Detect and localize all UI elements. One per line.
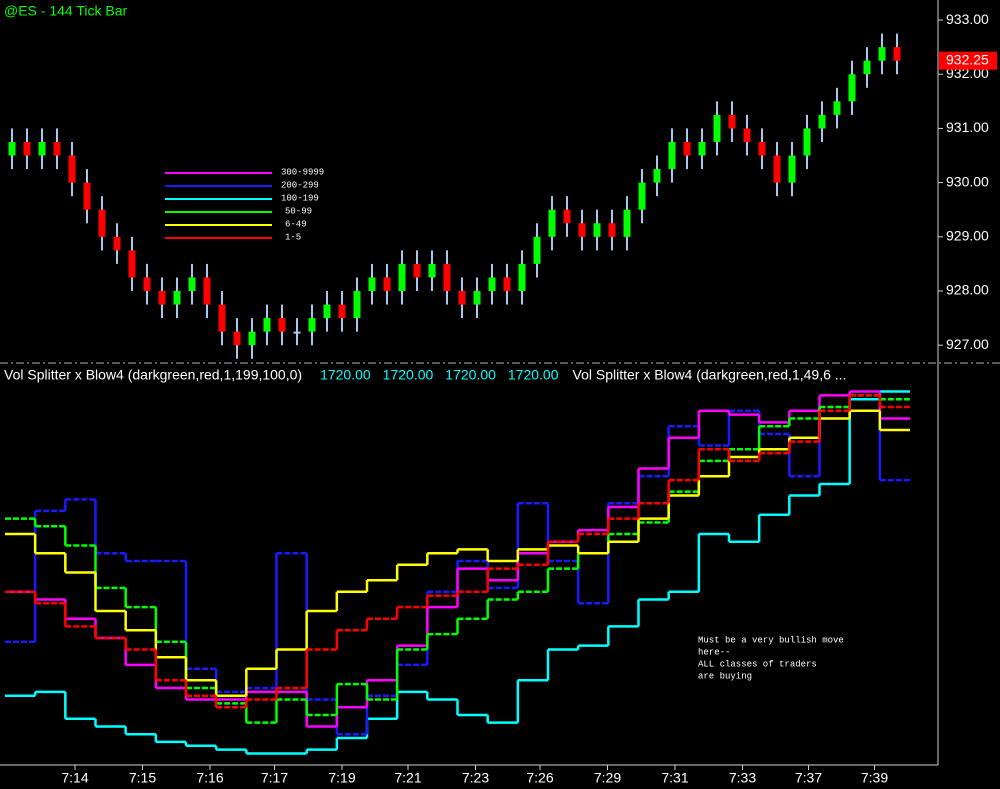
candle-body xyxy=(488,277,496,292)
candle-body xyxy=(308,318,316,332)
candle-body xyxy=(683,141,691,156)
legend-label: 1-5 xyxy=(285,232,301,242)
legend-label: 6-49 xyxy=(285,219,307,229)
candle-body xyxy=(413,263,421,278)
x-tick-label: 7:39 xyxy=(861,770,888,786)
candle-body xyxy=(563,209,571,224)
candle-body xyxy=(713,114,721,142)
x-tick-label: 7:31 xyxy=(661,770,688,786)
candle-body xyxy=(608,223,616,237)
annotation: ALL classes of traders xyxy=(698,659,817,669)
x-tick-label: 7:29 xyxy=(594,770,621,786)
candle-body xyxy=(383,277,391,292)
x-tick-label: 7:19 xyxy=(328,770,355,786)
candle-body xyxy=(893,47,901,61)
candle-body xyxy=(323,304,331,319)
last-price-label: 932.25 xyxy=(946,51,989,67)
annotation: Must be a very bullish move xyxy=(698,635,844,645)
legend-label: 300-9999 xyxy=(281,167,324,177)
candle-body xyxy=(128,250,136,278)
candle-body xyxy=(803,128,811,156)
candle-body xyxy=(218,304,226,332)
candle-body xyxy=(533,236,541,264)
x-tick-label: 7:17 xyxy=(261,770,288,786)
candle-body xyxy=(248,331,256,346)
candle-body xyxy=(188,277,196,292)
candle-body xyxy=(158,291,166,305)
readout: 1720.00 xyxy=(508,367,559,383)
candle-body xyxy=(443,263,451,292)
candle-body xyxy=(398,263,406,292)
readout: 1720.00 xyxy=(383,367,434,383)
y-tick-label: 931.00 xyxy=(946,119,989,135)
candle-body xyxy=(98,209,106,237)
candle-body xyxy=(68,155,76,183)
candle-body xyxy=(173,291,181,305)
legend-label: 100-199 xyxy=(281,193,319,203)
candle-body xyxy=(593,223,601,237)
candle-body xyxy=(878,47,886,61)
candle-body xyxy=(548,209,556,237)
candle-body xyxy=(113,236,121,251)
y-tick-label: 930.00 xyxy=(946,173,989,189)
y-tick-label: 928.00 xyxy=(946,282,989,298)
candle-body xyxy=(353,291,361,319)
candle-body xyxy=(8,141,16,156)
candle-body xyxy=(473,291,481,305)
candle-body xyxy=(743,128,751,142)
last-price-box xyxy=(939,51,997,70)
candle-body xyxy=(458,291,466,305)
annotation: here-- xyxy=(698,647,730,657)
candle-body xyxy=(758,141,766,156)
legend-label: 200-299 xyxy=(281,180,319,190)
candle-body xyxy=(53,141,61,156)
indicator-title: Vol Splitter x Blow4 (darkgreen,red,1,49… xyxy=(573,367,847,383)
x-tick-label: 7:14 xyxy=(61,770,88,786)
candle-body xyxy=(818,114,826,129)
candle-body xyxy=(278,318,286,332)
x-tick-label: 7:15 xyxy=(129,770,156,786)
candle-body xyxy=(143,277,151,292)
y-tick-label: 933.00 xyxy=(946,11,989,27)
candle-body xyxy=(428,263,436,278)
chart-title: @ES - 144 Tick Bar xyxy=(4,3,127,19)
candle-body xyxy=(503,277,511,292)
candle-body xyxy=(668,141,676,170)
candle-body xyxy=(23,141,31,156)
y-tick-label: 929.00 xyxy=(946,228,989,244)
candle-body xyxy=(368,277,376,292)
x-tick-label: 7:33 xyxy=(729,770,756,786)
readout: 1720.00 xyxy=(445,367,496,383)
candle-body xyxy=(623,209,631,237)
annotation: are buying xyxy=(698,671,752,681)
candle-body xyxy=(263,318,271,332)
candle-body xyxy=(38,141,46,156)
y-tick-label: 927.00 xyxy=(946,336,989,352)
candle-body xyxy=(788,155,796,183)
candle-body xyxy=(518,263,526,292)
x-tick-label: 7:26 xyxy=(526,770,553,786)
candle-body xyxy=(728,114,736,129)
candle-body xyxy=(653,169,661,183)
candle-body xyxy=(578,223,586,237)
candle-body xyxy=(773,155,781,183)
x-tick-label: 7:23 xyxy=(462,770,489,786)
readout: 1720.00 xyxy=(320,367,371,383)
x-tick-label: 7:21 xyxy=(394,770,421,786)
candle-body xyxy=(338,304,346,319)
candle-body xyxy=(203,277,211,305)
candle-body xyxy=(848,74,856,102)
candle-body xyxy=(863,60,871,75)
candle-body xyxy=(638,182,646,210)
legend-label: 50-99 xyxy=(285,206,312,216)
candle-body xyxy=(83,182,91,210)
candle-body xyxy=(233,331,241,346)
candle-body xyxy=(698,141,706,156)
x-tick-label: 7:16 xyxy=(196,770,223,786)
x-tick-label: 7:37 xyxy=(795,770,822,786)
indicator-title: Vol Splitter x Blow4 (darkgreen,red,1,19… xyxy=(4,367,302,383)
candle-body xyxy=(833,101,841,115)
candle-body xyxy=(293,331,301,334)
